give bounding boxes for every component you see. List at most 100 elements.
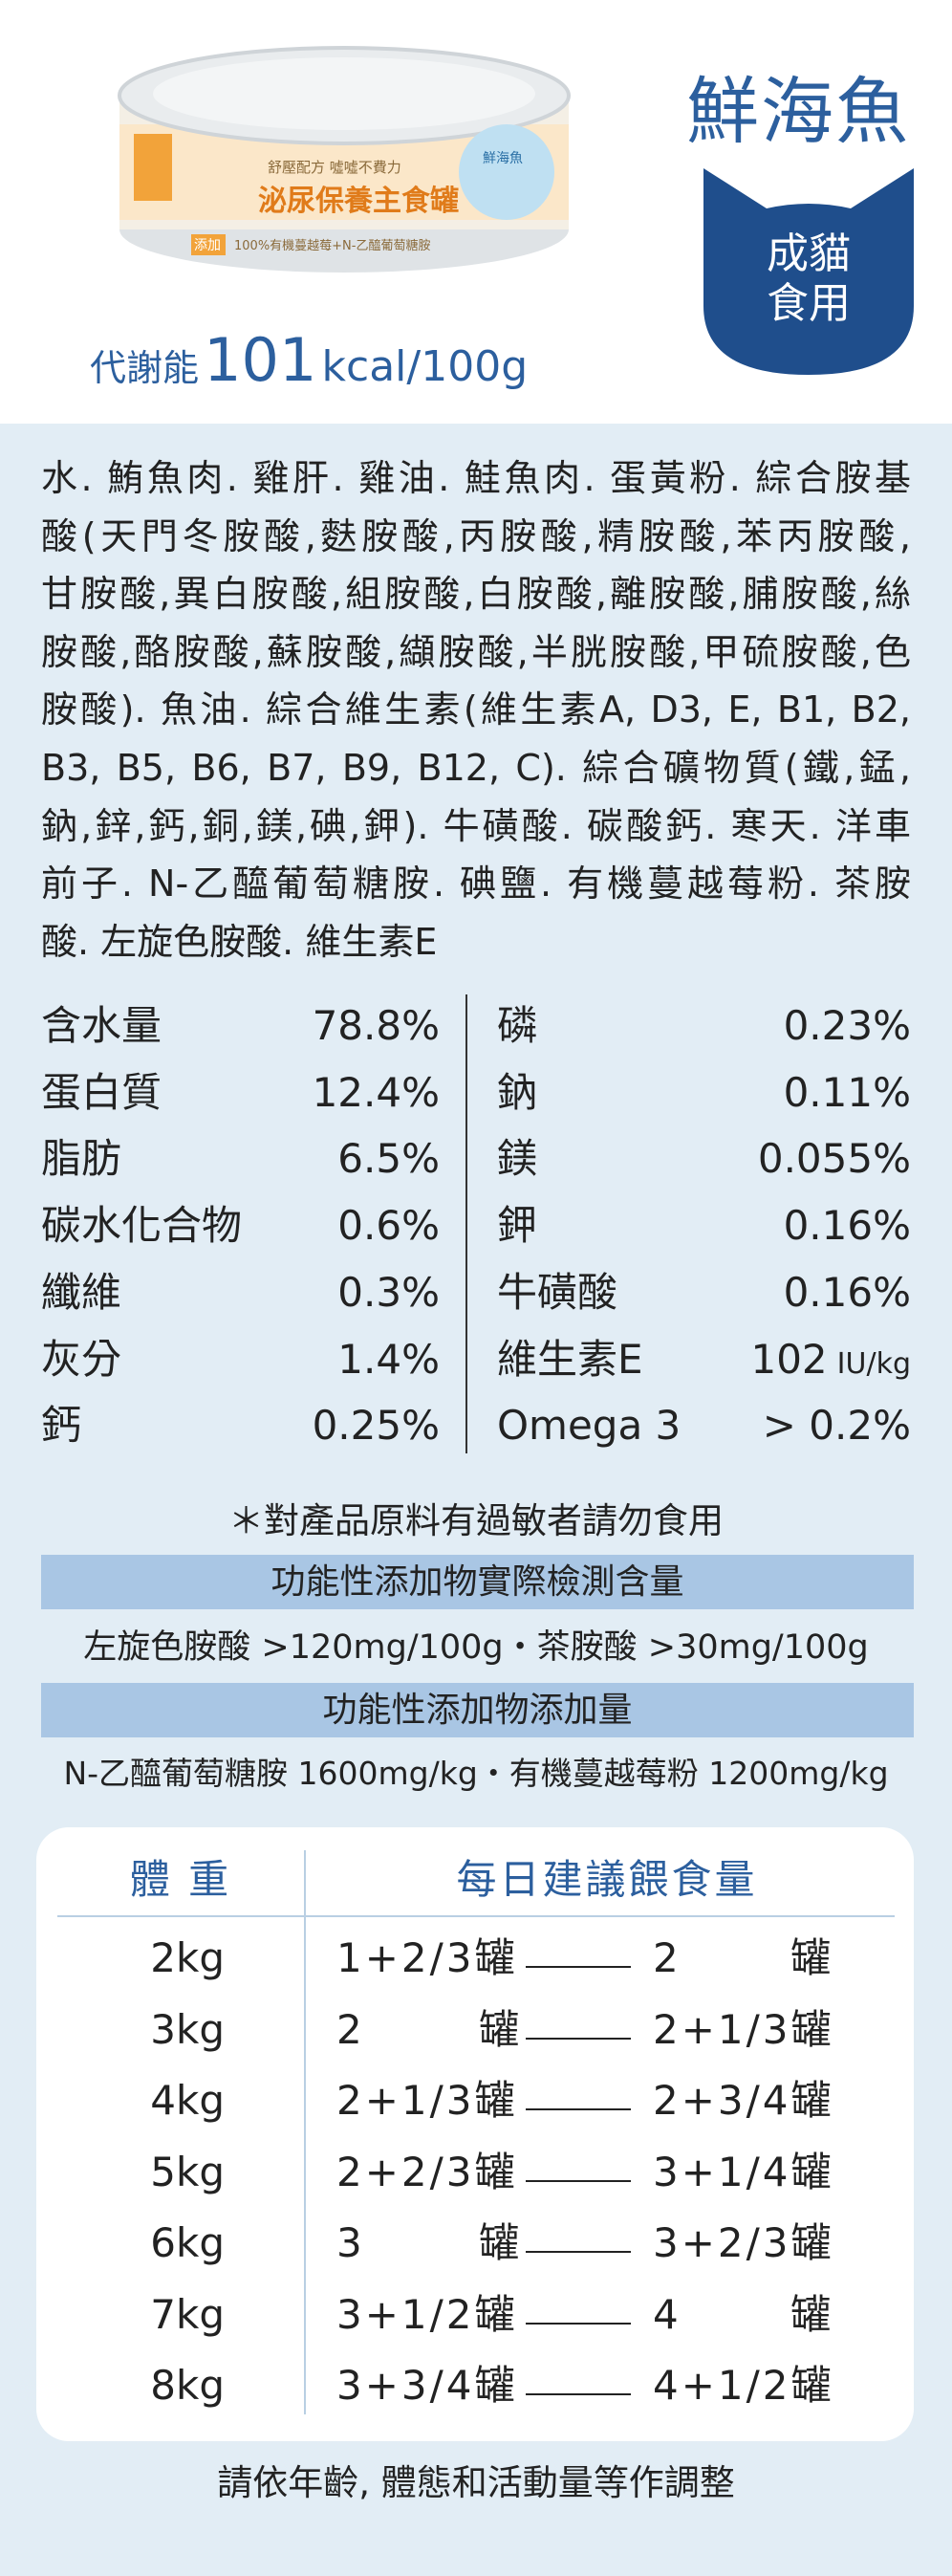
ingredient-line: 水. 鮪魚肉. 雞肝. 雞油. 鮭魚肉. 蛋黃粉. 綜合胺基 — [41, 457, 911, 499]
can-added-tag: 添加 — [194, 238, 221, 253]
can-tagline: 舒壓配方 噓噓不費力 — [268, 159, 401, 176]
nutrient-value: 0.23% — [784, 997, 911, 1055]
title: 鮮海魚 — [686, 69, 910, 154]
weight: 7kg — [150, 2290, 225, 2338]
nutrient-name: 碳水化合物 — [41, 1202, 243, 1250]
feeding-header: 每日建議餵食量 — [456, 1856, 758, 1903]
nutrient-value: 6.5% — [337, 1130, 440, 1188]
nutrient-value: 102 IU/kg — [750, 1331, 911, 1388]
value: 78.8% — [312, 1002, 440, 1049]
max-amount: 2+1/3罐 — [653, 2005, 834, 2053]
ingredient-line: 酸(天門冬胺酸,麩胺酸,丙胺酸,精胺酸,苯丙胺酸, — [41, 514, 911, 557]
additive-title: 功能性添加物添加量 — [41, 1683, 914, 1737]
footer: 請依年齡, 體態和活動量等作調整 — [217, 2462, 735, 2503]
nutrient-name: Omega 3 — [497, 1402, 682, 1450]
nutrient-name: 鎂 — [497, 1135, 538, 1183]
ingredient-line: 胺酸,酪胺酸,蘇胺酸,纈胺酸,半胱胺酸,甲硫胺酸,色 — [41, 630, 911, 673]
connector — [526, 2393, 631, 2395]
min-amount: 2+2/3罐 — [336, 2148, 518, 2195]
nutrient-name: 蛋白質 — [41, 1068, 162, 1116]
ingredient-line: 胺酸). 魚油. 綜合維生素(維生素A, D3, E, B1, B2, — [41, 688, 911, 731]
value: 0.055% — [757, 1135, 911, 1183]
nutrient-value: 12.4% — [313, 1064, 440, 1122]
value: 0.25% — [312, 1402, 440, 1450]
connector — [526, 2322, 631, 2325]
value: 0.11% — [783, 1068, 911, 1116]
nutrient-name: 纖維 — [41, 1268, 122, 1316]
additive-title: 功能性添加物實際檢測含量 — [41, 1555, 914, 1609]
can-added: 100%有機蔓越莓+N-乙醯葡萄糖胺 — [234, 238, 430, 253]
feeding-header: 體 重 — [129, 1856, 232, 1903]
ingredient-line: 前子. N-乙醯葡萄糖胺. 碘鹽. 有機蔓越莓粉. 茶胺 — [41, 862, 911, 906]
max-amount: 2 罐 — [653, 1934, 833, 1981]
weight: 3kg — [150, 2005, 225, 2053]
badge-line: 成貓 — [767, 229, 851, 278]
energy: 代謝能 101 kcal/100g — [90, 325, 528, 395]
max-amount: 3+1/4罐 — [653, 2148, 834, 2195]
nutrient-name: 灰分 — [41, 1335, 122, 1383]
ingredient-line: 酸. 左旋色胺酸. 維生素E — [41, 920, 438, 963]
nutrient-value: 0.11% — [784, 1064, 911, 1122]
max-amount: 4 罐 — [653, 2290, 833, 2338]
nutrient-value: 78.8% — [313, 997, 440, 1055]
nutrient-value: 0.16% — [784, 1197, 911, 1255]
min-amount: 2 罐 — [336, 2005, 522, 2053]
value: 0.6% — [337, 1202, 440, 1250]
ingredient-line: B3, B5, B6, B7, B9, B12, C). 綜合礦物質(鐵,錳, — [41, 747, 911, 789]
value: 1.4% — [337, 1335, 440, 1383]
header-area: 舒壓配方 噓噓不費力 泌尿保養主食罐 添加 100%有機蔓越莓+N-乙醯葡萄糖胺… — [0, 0, 952, 424]
nutrient-name: 鈉 — [497, 1068, 538, 1116]
additive-content: N-乙醯葡萄糖胺 1600mg/kg・有機蔓越莓粉 1200mg/kg — [63, 1755, 889, 1792]
unit: IU/kg — [836, 1346, 911, 1381]
connector — [526, 1966, 631, 1968]
divider — [465, 994, 467, 1453]
value: 0.16% — [783, 1268, 911, 1316]
min-amount: 3+3/4罐 — [336, 2362, 518, 2409]
nutrient-value: 0.3% — [337, 1264, 440, 1321]
max-amount: 3+2/3罐 — [653, 2219, 834, 2266]
additive-content: 左旋色胺酸 >120mg/100g・茶胺酸 >30mg/100g — [83, 1628, 869, 1667]
connector — [526, 2037, 631, 2040]
nutrient-value: 1.4% — [337, 1331, 440, 1388]
value: 0.23% — [783, 1002, 911, 1049]
nutrient-name: 鉀 — [497, 1202, 538, 1250]
value: 12.4% — [312, 1068, 440, 1116]
weight: 5kg — [150, 2148, 225, 2195]
weight: 6kg — [150, 2219, 225, 2266]
min-amount: 3 罐 — [336, 2219, 522, 2266]
nutrient-value: > 0.2% — [763, 1397, 911, 1454]
max-amount: 2+3/4罐 — [653, 2077, 834, 2124]
weight: 4kg — [150, 2077, 225, 2124]
value: 102 — [750, 1335, 828, 1383]
nutrient-value: 0.25% — [313, 1397, 440, 1454]
nutrient-name: 維生素E — [497, 1335, 643, 1383]
nutrient-name: 含水量 — [41, 1002, 162, 1049]
energy-unit: kcal/100g — [321, 342, 529, 391]
note: ＊對產品原料有過敏者請勿食用 — [228, 1500, 724, 1541]
nutrient-name: 脂肪 — [41, 1135, 122, 1183]
value: > 0.2% — [762, 1402, 911, 1450]
min-amount: 2+1/3罐 — [336, 2077, 518, 2124]
connector — [526, 2179, 631, 2182]
value: 0.16% — [783, 1202, 911, 1250]
nutrient-name: 鈣 — [41, 1402, 82, 1450]
badge: 成貓 食用 — [703, 168, 914, 375]
min-amount: 3+1/2罐 — [336, 2290, 518, 2338]
energy-value: 101 — [204, 325, 317, 395]
feeding-table — [36, 1827, 914, 2441]
connector — [526, 2108, 631, 2110]
nutrient-name: 牛磺酸 — [497, 1268, 618, 1316]
badge-line: 食用 — [767, 279, 851, 328]
nutrient-value: 0.16% — [784, 1264, 911, 1321]
connector — [526, 2251, 631, 2253]
nutrient-name: 磷 — [497, 1002, 538, 1049]
value: 0.3% — [337, 1268, 440, 1316]
divider — [57, 1915, 895, 1917]
ingredient-line: 甘胺酸,異白胺酸,組胺酸,白胺酸,離胺酸,脯胺酸,絲 — [41, 573, 911, 616]
min-amount: 1+2/3罐 — [336, 1934, 518, 1981]
can-image: 舒壓配方 噓噓不費力 泌尿保養主食罐 添加 100%有機蔓越莓+N-乙醯葡萄糖胺… — [118, 46, 571, 273]
nutrient-value: 0.055% — [758, 1130, 911, 1188]
weight: 8kg — [150, 2362, 225, 2409]
can-flavor: 鮮海魚 — [483, 151, 523, 166]
